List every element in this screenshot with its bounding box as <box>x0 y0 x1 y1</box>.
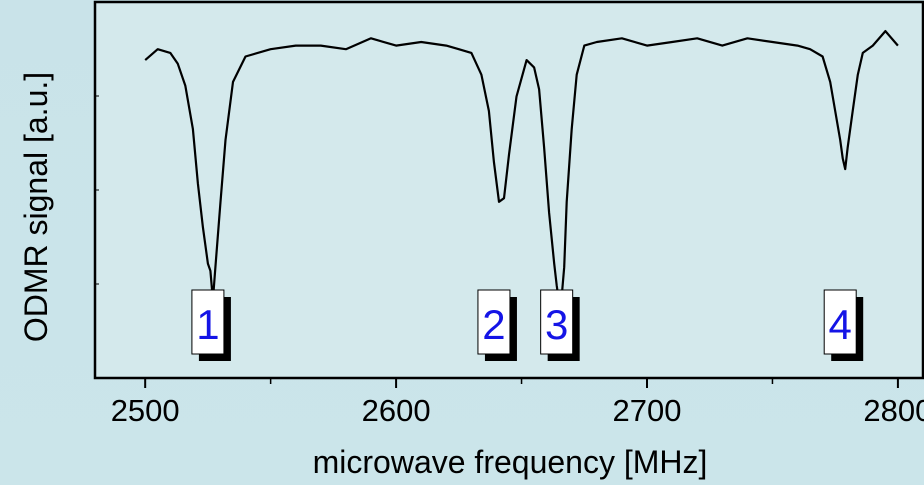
peak-label-2: 2 <box>477 289 517 361</box>
x-tick-label: 2800 <box>863 393 924 428</box>
x-tick-label: 2600 <box>362 393 431 428</box>
peak-label-4: 4 <box>823 289 864 361</box>
peak-label-text: 3 <box>545 301 568 348</box>
peak-label-box <box>823 289 857 355</box>
x-tick-label: 2500 <box>111 393 180 428</box>
peak-label-text: 1 <box>196 301 219 348</box>
peak-label-box <box>477 289 511 355</box>
peak-label-text: 4 <box>829 301 852 348</box>
x-tick-label: 2700 <box>613 393 682 428</box>
peak-label-box <box>540 289 574 355</box>
peak-label-box <box>191 289 225 355</box>
x-axis-title: microwave frequency [MHz] <box>313 444 708 480</box>
y-axis-title: ODMR signal [a.u.] <box>18 72 54 342</box>
peak-label-1: 1 <box>191 289 231 361</box>
x-axis-ticks: 2500 2600 2700 2800 <box>95 95 924 428</box>
peak-label-3: 3 <box>540 289 580 361</box>
odmr-series-line <box>144 30 899 305</box>
series-line <box>144 30 899 305</box>
peak-label-text: 2 <box>482 301 505 348</box>
